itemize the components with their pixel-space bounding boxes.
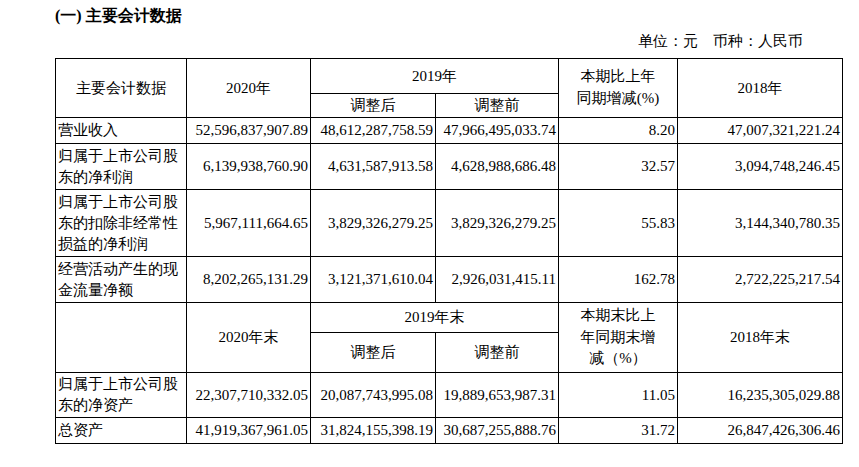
key-accounting-data-table: 主要会计数据 2020年 2019年 本期比上年 同期增减(%) 2018年 调… xyxy=(55,58,843,444)
cell-2019-adjusted-before: 47,966,495,033.74 xyxy=(436,118,559,144)
cell-change-pct: 31.72 xyxy=(559,418,678,444)
b2-header-2019-end: 2019年末 xyxy=(311,303,559,333)
cell-change-pct: 162.78 xyxy=(559,257,678,303)
cell-2018-end: 26,847,426,306.46 xyxy=(678,418,843,444)
cell-2018: 47,007,321,221.24 xyxy=(678,118,843,144)
block2-header-row: 2020年末 2019年末 本期末比上 年同期末增 减（%） 2018年末 xyxy=(56,303,843,333)
row-label: 营业收入 xyxy=(56,118,187,144)
b1-header-main: 主要会计数据 xyxy=(56,59,187,118)
table-row: 营业收入 52,596,837,907.89 48,612,287,758.59… xyxy=(56,118,843,144)
cell-2020: 5,967,111,664.65 xyxy=(187,190,311,257)
cell-2019-adjusted-after: 4,631,587,913.58 xyxy=(311,144,436,190)
table-row: 总资产 41,919,367,961.05 31,824,155,398.19 … xyxy=(56,418,843,444)
b1-header-2018: 2018年 xyxy=(678,59,843,118)
b1-header-change: 本期比上年 同期增减(%) xyxy=(559,59,678,118)
page-title: (一) 主要会计数据 xyxy=(55,6,182,27)
row-label: 归属于上市公司股东的净资产 xyxy=(56,373,187,418)
b2-header-2018-end: 2018年末 xyxy=(678,303,843,373)
table-row: 归属于上市公司股东的净利润 6,139,938,760.90 4,631,587… xyxy=(56,144,843,190)
unit-currency-note: 单位：元 币种：人民币 xyxy=(55,32,803,51)
row-label: 归属于上市公司股东的扣除非经常性损益的净利润 xyxy=(56,190,187,257)
cell-change-pct: 8.20 xyxy=(559,118,678,144)
cell-2020-end: 22,307,710,332.05 xyxy=(187,373,311,418)
table-row: 归属于上市公司股东的扣除非经常性损益的净利润 5,967,111,664.65 … xyxy=(56,190,843,257)
cell-2019-adjusted-before: 4,628,988,686.48 xyxy=(436,144,559,190)
cell-change-pct: 32.57 xyxy=(559,144,678,190)
cell-2019-adjusted-after: 3,121,371,610.04 xyxy=(311,257,436,303)
b1-header-2020: 2020年 xyxy=(187,59,311,118)
row-label: 总资产 xyxy=(56,418,187,444)
cell-2019-end-adjusted-after: 31,824,155,398.19 xyxy=(311,418,436,444)
b1-header-2019: 2019年 xyxy=(311,59,559,94)
cell-2020-end: 41,919,367,961.05 xyxy=(187,418,311,444)
cell-2018-end: 16,235,305,029.88 xyxy=(678,373,843,418)
b2-header-main xyxy=(56,303,187,373)
b2-header-2020-end: 2020年末 xyxy=(187,303,311,373)
cell-2019-adjusted-before: 3,829,326,279.25 xyxy=(436,190,559,257)
row-label: 经营活动产生的现金流量净额 xyxy=(56,257,187,303)
cell-2018: 3,144,340,780.35 xyxy=(678,190,843,257)
block1-header-row: 主要会计数据 2020年 2019年 本期比上年 同期增减(%) 2018年 xyxy=(56,59,843,94)
b1-header-adjusted-before: 调整前 xyxy=(436,94,559,118)
cell-2020: 52,596,837,907.89 xyxy=(187,118,311,144)
b2-header-adjusted-after: 调整后 xyxy=(311,333,436,373)
row-label: 归属于上市公司股东的净利润 xyxy=(56,144,187,190)
cell-2019-end-adjusted-after: 20,087,743,995.08 xyxy=(311,373,436,418)
table-row: 经营活动产生的现金流量净额 8,202,265,131.29 3,121,371… xyxy=(56,257,843,303)
cell-2020: 8,202,265,131.29 xyxy=(187,257,311,303)
cell-2019-end-adjusted-before: 30,687,255,888.76 xyxy=(436,418,559,444)
table-row: 归属于上市公司股东的净资产 22,307,710,332.05 20,087,7… xyxy=(56,373,843,418)
cell-2019-end-adjusted-before: 19,889,653,987.31 xyxy=(436,373,559,418)
cell-change-pct: 11.05 xyxy=(559,373,678,418)
cell-2019-adjusted-before: 2,926,031,415.11 xyxy=(436,257,559,303)
b2-header-change: 本期末比上 年同期末增 减（%） xyxy=(559,303,678,373)
cell-change-pct: 55.83 xyxy=(559,190,678,257)
cell-2019-adjusted-after: 48,612,287,758.59 xyxy=(311,118,436,144)
b1-header-adjusted-after: 调整后 xyxy=(311,94,436,118)
cell-2018: 3,094,748,246.45 xyxy=(678,144,843,190)
b2-header-adjusted-before: 调整前 xyxy=(436,333,559,373)
cell-2020: 6,139,938,760.90 xyxy=(187,144,311,190)
cell-2019-adjusted-after: 3,829,326,279.25 xyxy=(311,190,436,257)
cell-2018: 2,722,225,217.54 xyxy=(678,257,843,303)
